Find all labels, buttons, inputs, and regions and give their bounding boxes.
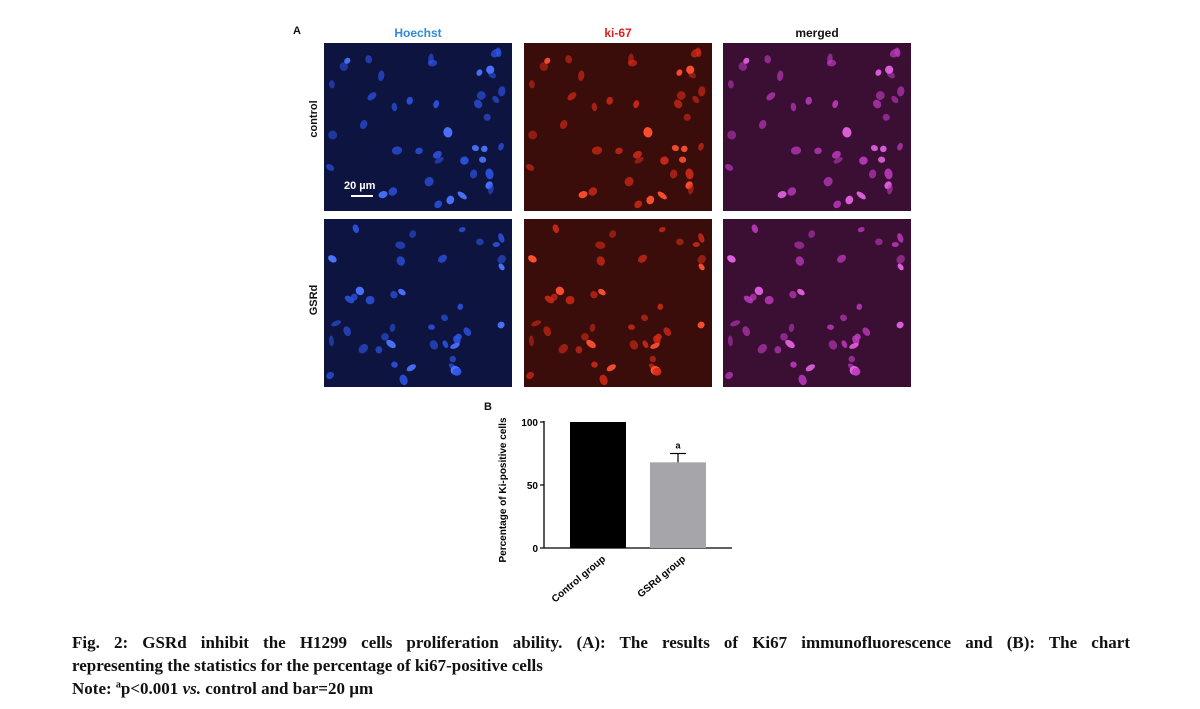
row-label-gsrd: GSRd bbox=[308, 284, 320, 316]
panel-a-letter: A bbox=[293, 25, 301, 37]
figure-caption-line-1: Fig. 2: GSRd inhibit the H1299 cells pro… bbox=[72, 633, 1130, 652]
panel-b-letter: B bbox=[484, 401, 492, 413]
micrograph-gsrd-hoechst bbox=[324, 219, 512, 387]
column-header-merged: merged bbox=[795, 26, 839, 40]
y-tick-label: 100 bbox=[521, 418, 538, 429]
scale-bar-label: 20 µm bbox=[344, 180, 376, 192]
bar bbox=[570, 422, 626, 548]
y-tick-label: 0 bbox=[532, 544, 538, 555]
micrograph-gsrd-ki67 bbox=[524, 219, 712, 387]
micrograph-control-hoechst bbox=[324, 43, 512, 211]
x-tick-label: GSRd group bbox=[636, 554, 688, 600]
note-superscript: a bbox=[115, 679, 121, 691]
column-header-hoechst: Hoechst bbox=[394, 26, 442, 40]
note-text: p<0.001 bbox=[120, 679, 183, 698]
note-prefix: Note: bbox=[72, 679, 116, 698]
column-header-ki67: ki-67 bbox=[604, 26, 632, 40]
row-label-control: control bbox=[308, 100, 320, 138]
bar-chart: 0 50 100 Control group a GSRd group Percentage… bbox=[498, 417, 732, 605]
note-rest: control and bar=20 µm bbox=[200, 679, 374, 698]
significance-label: a bbox=[675, 441, 681, 451]
y-tick-label: 50 bbox=[527, 481, 539, 492]
bar bbox=[650, 462, 706, 548]
micrograph-control-ki67 bbox=[524, 43, 712, 211]
figure-caption-line-2: representing the statistics for the perc… bbox=[72, 656, 543, 675]
scale-bar bbox=[351, 195, 373, 197]
x-tick-label: Control group bbox=[550, 554, 608, 605]
figure-note: Note: ap<0.001 vs. control and bar=20 µm bbox=[72, 679, 373, 699]
y-axis-label: Percentage of Ki-positive cells bbox=[498, 417, 509, 562]
micrograph-gsrd-merged bbox=[723, 219, 911, 387]
micrograph-control-merged bbox=[723, 43, 911, 211]
note-vs: vs. bbox=[182, 679, 201, 698]
